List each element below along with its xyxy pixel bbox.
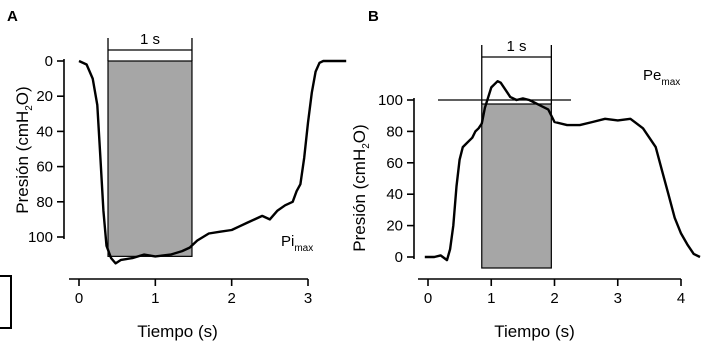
y-tick-label-b-100: 100 (378, 92, 403, 109)
x-axis-title-b: Tiempo (s) (494, 322, 575, 341)
y-tick-label-b-40: 40 (386, 186, 403, 203)
series-line-a (78, 59, 347, 265)
series-line-b (424, 80, 701, 262)
y-axis-title-b: Presión (cmH2O) (350, 124, 372, 251)
series-label-sub-b: max (661, 77, 680, 88)
y-tick-label-a-60: 60 (36, 159, 53, 176)
series-label-main-a: Pi (281, 233, 294, 250)
y-axis-title-a: Presión (cmH2O) (13, 86, 35, 213)
window-label-b: 1 s (507, 38, 527, 55)
x-axis-title-a: Tiempo (s) (137, 322, 218, 341)
x-tick-label-a-2: 2 (227, 290, 235, 307)
window-shade-a (107, 60, 193, 257)
series-label-main-b: Pe (643, 67, 661, 84)
y-tick-label-a-100: 100 (28, 229, 53, 246)
panel-letter-a: A (7, 8, 18, 25)
x-tick-label-b-1: 1 (487, 290, 495, 307)
x-tick-label-a-3: 3 (304, 290, 312, 307)
x-tick-label-b-4: 4 (677, 290, 685, 307)
y-axis-title-suffix-b: O) (350, 124, 369, 143)
crop-bracket (0, 275, 12, 329)
y-axis-title-sub-a: 2 (24, 105, 35, 111)
y-tick-label-b-20: 20 (386, 218, 403, 235)
x-tick-label-a-0: 0 (75, 290, 83, 307)
panel-a: A 1 s 0 1 2 3 Tiempo (s) 0 20 40 60 80 100 Presión (c… (7, 8, 347, 341)
x-tick-label-b-3: 3 (614, 290, 622, 307)
series-label-b: Pemax (643, 67, 680, 88)
x-tick-label-a-1: 1 (151, 290, 159, 307)
series-label-a: Pimax (281, 233, 313, 254)
y-tick-label-a-80: 80 (36, 194, 53, 211)
panel-letter-b: B (368, 8, 379, 25)
y-tick-label-a-40: 40 (36, 123, 53, 140)
y-axis-title-prefix-a: Presión (cmH (13, 111, 32, 214)
y-tick-label-b-80: 80 (386, 123, 403, 140)
y-tick-label-b-60: 60 (386, 155, 403, 172)
y-tick-label-a-20: 20 (36, 88, 53, 105)
window-label-a: 1 s (140, 31, 160, 48)
y-axis-title-prefix-b: Presión (cmH (350, 149, 369, 252)
series-label-sub-a: max (294, 243, 313, 254)
x-tick-label-b-0: 0 (424, 290, 432, 307)
y-tick-label-b-0: 0 (395, 249, 403, 266)
panel-b: B 1 s 0 1 2 3 4 Tiempo (s) 0 20 40 60 80 100 Presión (… (350, 8, 701, 341)
x-tick-label-b-2: 2 (550, 290, 558, 307)
y-axis-title-suffix-a: O) (13, 86, 32, 105)
y-axis-title-sub-b: 2 (361, 143, 372, 149)
y-tick-label-a-0: 0 (45, 53, 53, 70)
window-shade-b (481, 103, 552, 269)
